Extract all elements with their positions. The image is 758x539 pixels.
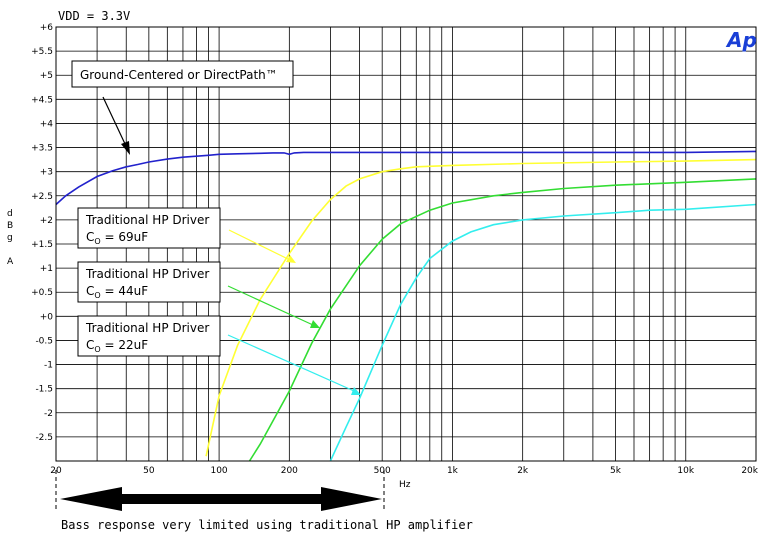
y-tick-label: +6 <box>40 23 54 33</box>
annotation-box-22uf <box>77 315 221 357</box>
x-tick-label: 2k <box>517 466 529 476</box>
annotation-69uf-line1: Traditional HP Driver <box>85 213 209 227</box>
x-tick-label: 10k <box>677 466 694 476</box>
footer-note: Bass response very limited using traditi… <box>61 518 473 532</box>
series-line-2 <box>248 178 756 461</box>
x-tick-label: 200 <box>281 466 298 476</box>
annotation-directpath-arrow <box>102 96 127 147</box>
annotation-69uf-arrowhead <box>286 255 296 263</box>
y-tick-label: -1.5 <box>35 385 53 395</box>
annotation-44uf-arrowhead <box>310 320 320 328</box>
x-tick-label: 100 <box>210 466 227 476</box>
y-tick-label: +5 <box>40 71 53 81</box>
annotation-44uf-line2: CO = 44uF <box>86 284 148 300</box>
chart-title: VDD = 3.3V <box>58 9 130 23</box>
annotation-22uf-line2: CO = 22uF <box>86 338 148 354</box>
annotation-box-69uf <box>77 207 221 249</box>
y-tick-label: +5.5 <box>31 47 53 57</box>
plot-frame <box>55 26 757 462</box>
annotation-directpath-arrowhead <box>121 141 130 155</box>
annotation-44uf-arrow <box>227 285 314 326</box>
grid <box>55 27 757 461</box>
x-axis-label: Hz <box>399 480 411 490</box>
series-line-0 <box>56 150 756 206</box>
annotation-directpath-label: Ground-Centered or DirectPath™ <box>80 68 278 82</box>
ap-logo: Ap <box>725 28 757 52</box>
series-line-1 <box>205 158 756 457</box>
x-tick-label: 5k <box>610 466 622 476</box>
x-tick-label: 1k <box>447 466 459 476</box>
y-tick-label: -2.5 <box>35 433 53 443</box>
x-tick-label: 500 <box>374 466 391 476</box>
y-tick-label: +0 <box>40 312 54 322</box>
y-tick-label: +2.5 <box>31 192 53 202</box>
y-tick-labels: +6 +5.5 +5 +4.5 +4 +3.5 +3 +2.5 +2 +1.5 +1 +0.5 +0 -0… <box>31 23 53 443</box>
annotation-69uf-arrow <box>228 229 291 261</box>
annotation-22uf-arrow <box>227 334 355 392</box>
y-tick-label: +4.5 <box>31 95 53 105</box>
y-tick-label: +0.5 <box>31 288 53 298</box>
y-tick-label: +3 <box>40 168 53 178</box>
series-line-3 <box>329 203 756 461</box>
x-tick-label: 50 <box>143 466 155 476</box>
series-layer <box>56 150 756 461</box>
y-tick-label: -2 <box>44 409 53 419</box>
y-tick-label: +1 <box>40 264 53 274</box>
bass-range-double-arrow <box>60 487 382 511</box>
annotation-box-44uf <box>77 261 221 303</box>
y-tick-label: +2 <box>40 216 53 226</box>
annotation-22uf-line1: Traditional HP Driver <box>85 321 209 335</box>
x-tick-label: 20k <box>741 466 758 476</box>
x-tick-labels: 20 50 100 200 500 1k 2k 5k 10k 20k <box>50 466 758 476</box>
y-tick-label: +1.5 <box>31 240 53 250</box>
annotation-box-directpath <box>71 60 294 88</box>
annotation-22uf-arrowhead <box>351 387 361 395</box>
y-tick-label: +3.5 <box>31 144 53 154</box>
annotation-44uf-line1: Traditional HP Driver <box>85 267 209 281</box>
y-tick-label: -0.5 <box>35 336 53 346</box>
y-tick-label: -1 <box>44 361 53 371</box>
y-tick-label: +4 <box>40 119 54 129</box>
annotation-69uf-line2: CO = 69uF <box>86 230 148 246</box>
